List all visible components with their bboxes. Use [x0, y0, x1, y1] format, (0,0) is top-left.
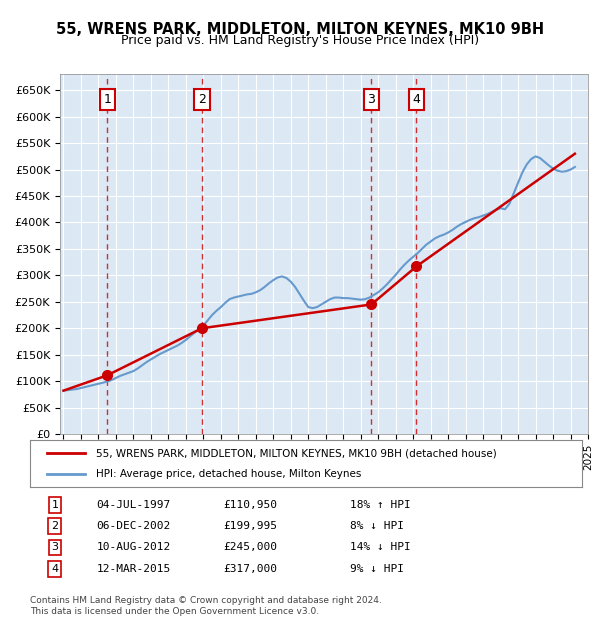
Text: 55, WRENS PARK, MIDDLETON, MILTON KEYNES, MK10 9BH: 55, WRENS PARK, MIDDLETON, MILTON KEYNES… — [56, 22, 544, 37]
Text: 55, WRENS PARK, MIDDLETON, MILTON KEYNES, MK10 9BH (detached house): 55, WRENS PARK, MIDDLETON, MILTON KEYNES… — [96, 448, 497, 458]
Text: 3: 3 — [52, 542, 58, 552]
Text: 14% ↓ HPI: 14% ↓ HPI — [350, 542, 411, 552]
Text: HPI: Average price, detached house, Milton Keynes: HPI: Average price, detached house, Milt… — [96, 469, 362, 479]
Text: 12-MAR-2015: 12-MAR-2015 — [96, 564, 170, 574]
Text: 9% ↓ HPI: 9% ↓ HPI — [350, 564, 404, 574]
Text: Price paid vs. HM Land Registry's House Price Index (HPI): Price paid vs. HM Land Registry's House … — [121, 34, 479, 47]
Text: 06-DEC-2002: 06-DEC-2002 — [96, 521, 170, 531]
Text: £110,950: £110,950 — [223, 500, 277, 510]
Text: 04-JUL-1997: 04-JUL-1997 — [96, 500, 170, 510]
Text: 8% ↓ HPI: 8% ↓ HPI — [350, 521, 404, 531]
Text: 1: 1 — [52, 500, 58, 510]
Text: 3: 3 — [367, 93, 376, 106]
Text: 10-AUG-2012: 10-AUG-2012 — [96, 542, 170, 552]
Text: 4: 4 — [413, 93, 421, 106]
Text: 2: 2 — [198, 93, 206, 106]
Text: 2: 2 — [51, 521, 58, 531]
Text: Contains HM Land Registry data © Crown copyright and database right 2024.
This d: Contains HM Land Registry data © Crown c… — [30, 596, 382, 616]
Text: 4: 4 — [51, 564, 58, 574]
Text: £317,000: £317,000 — [223, 564, 277, 574]
Text: 18% ↑ HPI: 18% ↑ HPI — [350, 500, 411, 510]
Text: £245,000: £245,000 — [223, 542, 277, 552]
Text: 1: 1 — [103, 93, 111, 106]
Text: £199,995: £199,995 — [223, 521, 277, 531]
